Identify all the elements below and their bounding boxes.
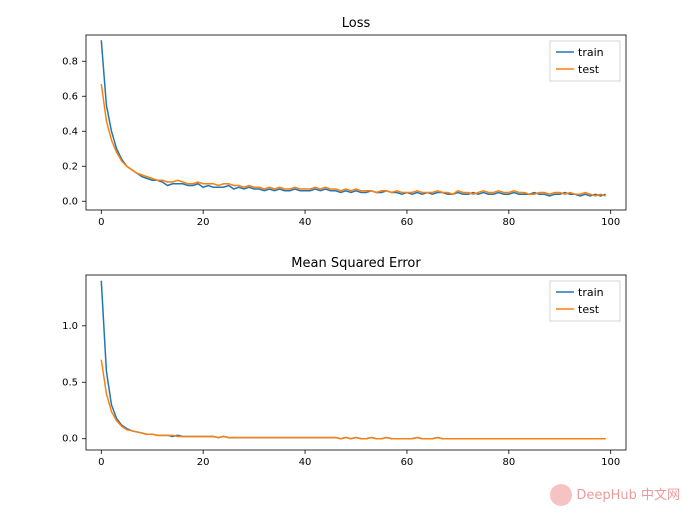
xtick-label: 40: [299, 457, 312, 468]
ytick-label: 0.2: [62, 161, 78, 172]
figure-svg: 0 20 40 60 80 100 0.0 0.2 0.4 0.6 0.8 Loss train test…: [0, 0, 690, 514]
ytick-label: 0.0: [62, 196, 78, 207]
panel-title: Mean Squared Error: [291, 256, 421, 271]
legend-label: train: [578, 286, 604, 299]
ytick-label: 0.4: [62, 126, 78, 137]
xtick-label: 20: [197, 457, 210, 468]
xtick-label: 80: [502, 217, 515, 228]
legend-label: test: [578, 303, 600, 316]
series-test: [101, 360, 605, 439]
axes-frame: [86, 35, 626, 210]
ytick-label: 0.8: [62, 56, 78, 67]
xtick-label: 60: [401, 217, 414, 228]
axes-frame: [86, 275, 626, 450]
panel-mse: 0 20 40 60 80 100 0.0 0.5 1.0 Mean Squared Error t…: [62, 256, 626, 468]
panel-title: Loss: [342, 16, 371, 31]
xtick-label: 60: [401, 457, 414, 468]
series-test: [101, 84, 605, 196]
xtick-label: 20: [197, 217, 210, 228]
legend: train test: [550, 41, 620, 81]
xtick-label: 100: [601, 217, 620, 228]
ytick-label: 0.5: [62, 377, 78, 388]
xtick-label: 80: [502, 457, 515, 468]
ytick-label: 0.0: [62, 434, 78, 445]
panel-loss: 0 20 40 60 80 100 0.0 0.2 0.4 0.6 0.8 Loss train test: [62, 16, 626, 228]
xtick-label: 100: [601, 457, 620, 468]
series-train: [101, 40, 605, 196]
legend-label: train: [578, 46, 604, 59]
ytick-label: 0.6: [62, 91, 78, 102]
legend: train test: [550, 281, 620, 321]
series-train: [101, 281, 605, 439]
xtick-label: 0: [98, 217, 104, 228]
xtick-label: 40: [299, 217, 312, 228]
ytick-label: 1.0: [62, 321, 78, 332]
xtick-label: 0: [98, 457, 104, 468]
legend-label: test: [578, 63, 600, 76]
